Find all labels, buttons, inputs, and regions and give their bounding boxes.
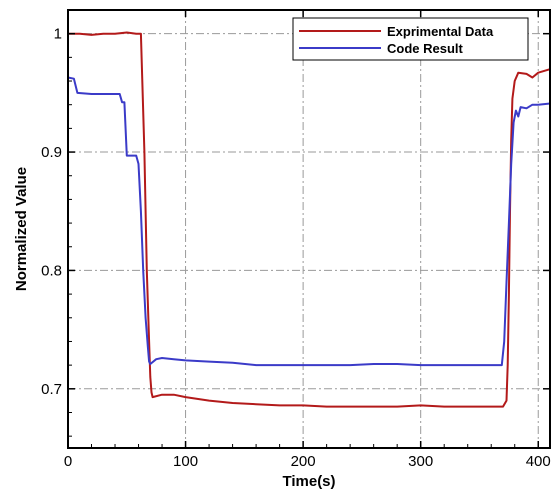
y-tick-label: 0.8 <box>41 262 62 279</box>
y-tick-label: 0.7 <box>41 381 62 398</box>
y-tick-label: 0.9 <box>41 144 62 161</box>
y-axis-label: Normalized Value <box>13 167 30 291</box>
grid-lines <box>68 10 550 448</box>
x-tick-label: 100 <box>173 453 198 470</box>
x-tick-label: 200 <box>291 453 316 470</box>
legend-box <box>292 17 529 61</box>
series-line-code-result <box>67 76 551 367</box>
legend-label: Code Result <box>387 41 464 56</box>
legend: Exprimental Data Code Result <box>292 17 529 61</box>
series-lines <box>67 31 551 408</box>
axis-ticks: 0 100 200 300 400 0.7 0.8 0.9 1 <box>41 10 551 470</box>
x-tick-label: 400 <box>526 453 551 470</box>
x-tick-label: 300 <box>408 453 433 470</box>
legend-label: Exprimental Data <box>387 24 494 39</box>
y-tick-label: 1 <box>54 26 62 43</box>
series-line-experimental-data <box>68 31 551 408</box>
x-tick-label: 0 <box>64 453 72 470</box>
x-axis-label: Time(s) <box>282 473 335 490</box>
plot-frame <box>67 9 551 449</box>
